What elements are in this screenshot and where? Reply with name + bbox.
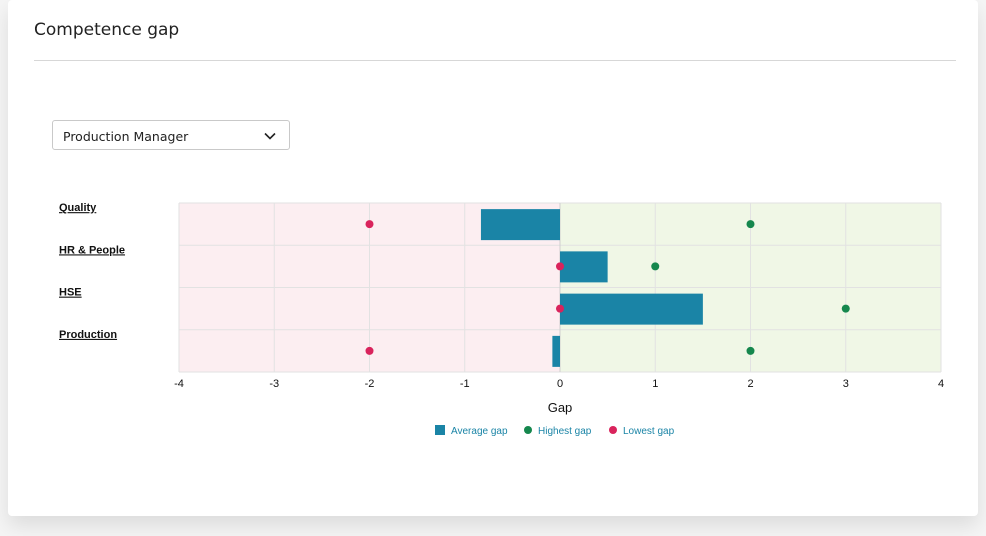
highest-gap-point xyxy=(651,262,660,271)
lowest-gap-point xyxy=(556,304,564,313)
title-divider xyxy=(34,60,956,61)
highest-gap-point xyxy=(746,346,755,355)
average-gap-bar xyxy=(560,251,608,283)
legend-swatch-highest xyxy=(524,426,532,434)
x-tick-label: 1 xyxy=(652,378,658,390)
average-gap-bar xyxy=(552,335,560,367)
legend-label-highest: Highest gap xyxy=(538,426,592,437)
legend-swatch-lowest xyxy=(609,426,617,434)
x-tick-label: 4 xyxy=(938,378,944,390)
x-tick-label: -3 xyxy=(269,378,279,390)
category-label: HR & People xyxy=(59,244,125,256)
highest-gap-point xyxy=(746,220,755,229)
average-gap-bar xyxy=(480,209,560,241)
x-tick-label: -4 xyxy=(174,378,184,390)
lowest-gap-point xyxy=(365,220,374,229)
role-select-value: Production Manager xyxy=(63,129,189,144)
legend-swatch-average xyxy=(435,425,445,435)
legend-label-average: Average gap xyxy=(451,426,508,437)
chevron-down-icon xyxy=(264,132,276,140)
category-label: Quality xyxy=(59,202,97,214)
x-tick-label: 3 xyxy=(843,378,849,390)
lowest-gap-point xyxy=(556,262,564,271)
x-tick-label: -2 xyxy=(365,378,375,390)
highest-gap-point xyxy=(841,304,850,313)
x-tick-label: 2 xyxy=(747,378,753,390)
lowest-gap-point xyxy=(365,346,374,355)
category-label: HSE xyxy=(59,287,82,299)
x-tick-label: -1 xyxy=(460,378,470,390)
role-select[interactable]: Production Manager xyxy=(52,120,290,150)
x-tick-label: 0 xyxy=(557,378,563,390)
legend-label-lowest: Lowest gap xyxy=(623,426,675,437)
average-gap-bar xyxy=(560,293,703,325)
x-axis-label: Gap xyxy=(548,400,573,415)
page-title: Competence gap xyxy=(34,20,180,40)
category-label: Production xyxy=(59,329,117,341)
